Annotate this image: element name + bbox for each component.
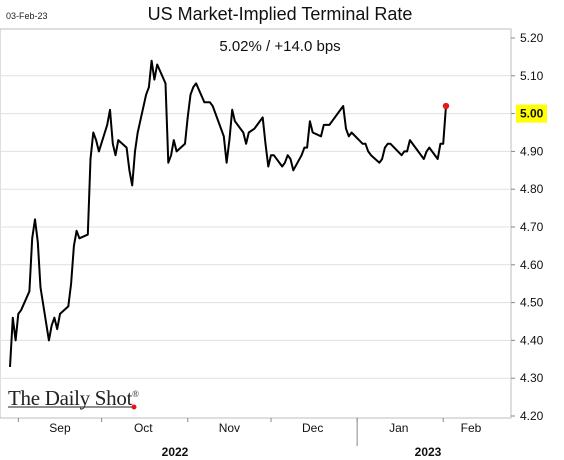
y-tick-label: 4.20 xyxy=(520,409,544,423)
y-tick-label: 5.20 xyxy=(520,31,544,45)
plot-frame xyxy=(0,28,512,419)
y-tick-label: 4.50 xyxy=(520,296,544,310)
y-tick-label: 4.40 xyxy=(520,333,544,347)
x-month-label: Jan xyxy=(389,421,408,435)
last-point-marker xyxy=(442,102,450,110)
x-month-label: Oct xyxy=(134,421,153,435)
y-highlight-box xyxy=(516,104,547,123)
series-line xyxy=(9,59,447,367)
x-year-label: 2023 xyxy=(415,445,442,459)
y-tick-label: 4.60 xyxy=(520,258,544,272)
brand-name: The Daily Shot xyxy=(8,386,133,410)
chart-subtitle: 5.02% / +14.0 bps xyxy=(219,38,341,55)
brand-registered-mark: ® xyxy=(132,389,139,399)
date-stamp: 03-Feb-23 xyxy=(6,11,48,21)
y-tick-label: 5.10 xyxy=(520,69,544,83)
x-month-label: Nov xyxy=(219,421,240,435)
x-month-label: Feb xyxy=(461,421,482,435)
brand-dot xyxy=(131,404,137,410)
x-month-label: Dec xyxy=(302,421,323,435)
x-month-label: Sep xyxy=(49,421,71,435)
brand-logo: The Daily Shot® xyxy=(8,386,139,411)
y-tick-label: 4.80 xyxy=(520,182,544,196)
chart-title: US Market-Implied Terminal Rate xyxy=(147,4,413,24)
x-year-label: 2022 xyxy=(162,445,189,459)
y-tick-label: 4.30 xyxy=(520,371,544,385)
y-tick-label-highlight: 5.00 xyxy=(520,107,544,121)
y-tick-label: 4.90 xyxy=(520,144,544,158)
y-tick-label: 4.70 xyxy=(520,220,544,234)
